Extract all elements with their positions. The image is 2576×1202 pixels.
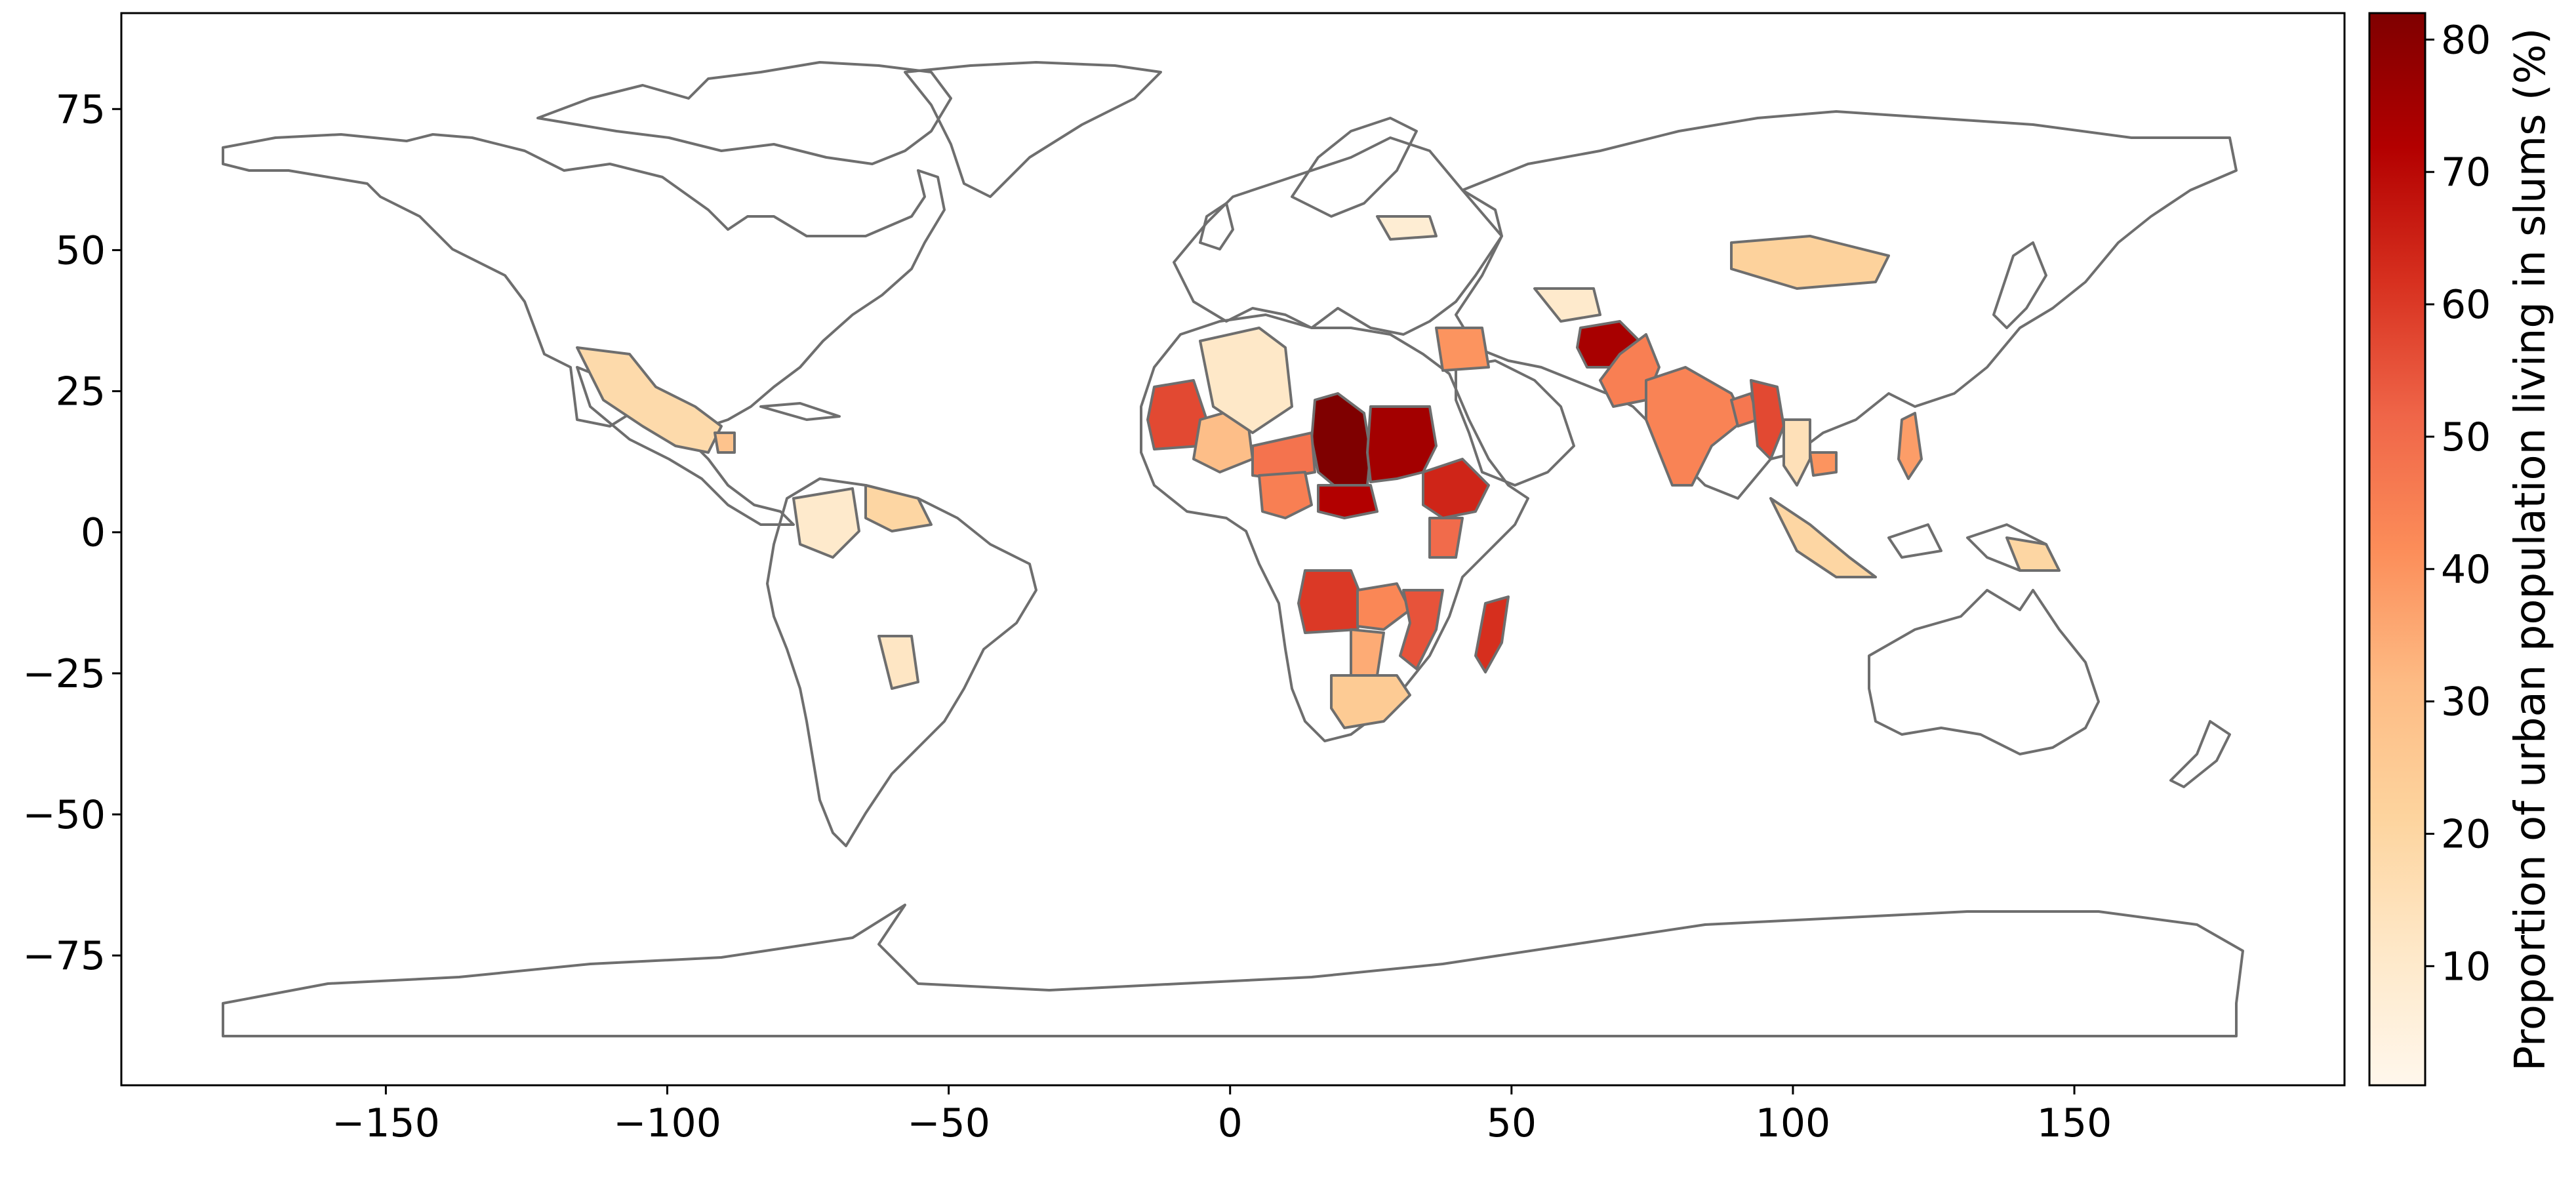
- y-tick-label: 25: [56, 369, 106, 415]
- x-tick-label: −50: [907, 1100, 990, 1146]
- europe-outline: [1173, 136, 1503, 336]
- map-axes: [120, 12, 2346, 1087]
- region-zambia: [1356, 582, 1411, 631]
- region-india: [1645, 366, 1746, 487]
- colorbar-tick-label: 50: [2441, 414, 2491, 460]
- region-paraguay: [877, 635, 919, 690]
- region-ethiopia: [1422, 458, 1490, 519]
- colorbar-tick-label: 10: [2441, 944, 2491, 990]
- colorbar: [2368, 12, 2426, 1087]
- region-nigeria: [1258, 471, 1313, 519]
- y-tick-label: −75: [22, 933, 106, 979]
- world-map: [222, 61, 2244, 1037]
- x-tick-label: −100: [613, 1100, 721, 1146]
- x-tick-label: −150: [332, 1100, 440, 1146]
- region-cambodia: [1809, 451, 1838, 477]
- colorbar-tick-label: 60: [2441, 282, 2491, 328]
- colorbar-tick-label: 80: [2441, 17, 2491, 63]
- region-algeria: [1199, 327, 1293, 434]
- region-myanmar: [1750, 379, 1785, 460]
- region-mongolia: [1730, 235, 1890, 290]
- region-angola: [1297, 569, 1365, 634]
- region-kenya: [1428, 517, 1464, 559]
- region-south-africa: [1330, 674, 1411, 729]
- arabia-outline: [1455, 359, 1575, 487]
- y-tick-label: 0: [81, 510, 106, 556]
- colorbar-label: Proportion of urban population living in…: [2506, 28, 2555, 1071]
- region-egypt: [1435, 327, 1490, 372]
- new-zealand-outline: [2169, 720, 2231, 788]
- y-tick-label: −25: [22, 651, 106, 697]
- x-tick-label: 0: [1218, 1100, 1243, 1146]
- colorbar-tick-label: 70: [2441, 150, 2491, 195]
- y-axis: 75 50 25 0 −25 −50 −75: [22, 87, 121, 979]
- colorbar-tick-label: 40: [2441, 547, 2491, 593]
- region-philippines: [1897, 412, 1923, 480]
- japan-outline: [1992, 241, 2047, 329]
- south-america-outline: [766, 477, 1037, 847]
- region-indonesia: [1769, 497, 1877, 578]
- region-ukraine: [1376, 215, 1438, 241]
- cuba-outline: [759, 402, 841, 421]
- x-tick-label: 100: [1756, 1100, 1831, 1146]
- region-madagascar: [1474, 595, 1510, 673]
- greenland-outline: [904, 61, 1162, 198]
- region-venezuela: [864, 484, 933, 532]
- region-thailand: [1782, 418, 1811, 487]
- region-uzbekistan: [1533, 287, 1601, 323]
- region-botswana: [1350, 628, 1385, 677]
- y-tick-label: 50: [56, 228, 106, 273]
- x-axis: −150 −100 −50 0 50 100 150: [332, 1085, 2112, 1146]
- region-papua-new-guinea: [2005, 536, 2061, 572]
- australia-outline: [1868, 589, 2100, 755]
- region-guatemala: [714, 431, 736, 454]
- x-tick-label: 150: [2037, 1100, 2112, 1146]
- region-mozambique: [1399, 589, 1444, 670]
- africa-outline: [1140, 313, 1529, 742]
- x-tick-label: 50: [1487, 1100, 1537, 1146]
- asia-outline: [1455, 110, 2238, 500]
- north-america-outline: [222, 133, 946, 434]
- canada-arctic-outline: [536, 61, 952, 165]
- region-sudan: [1366, 405, 1438, 483]
- region-colombia: [792, 487, 860, 559]
- y-tick-label: −50: [22, 792, 106, 838]
- scandinavia-outline: [1291, 117, 1418, 218]
- colorbar-ticks: 10 20 30 40 50 60 70 80: [2425, 17, 2491, 990]
- region-central-african-republic: [1317, 484, 1379, 519]
- antarctica-outline: [222, 904, 2244, 1037]
- colorbar-tick-label: 30: [2441, 679, 2491, 725]
- colorbar-tick-label: 20: [2441, 811, 2491, 857]
- uk-outline: [1199, 202, 1234, 250]
- y-tick-label: 75: [56, 87, 106, 132]
